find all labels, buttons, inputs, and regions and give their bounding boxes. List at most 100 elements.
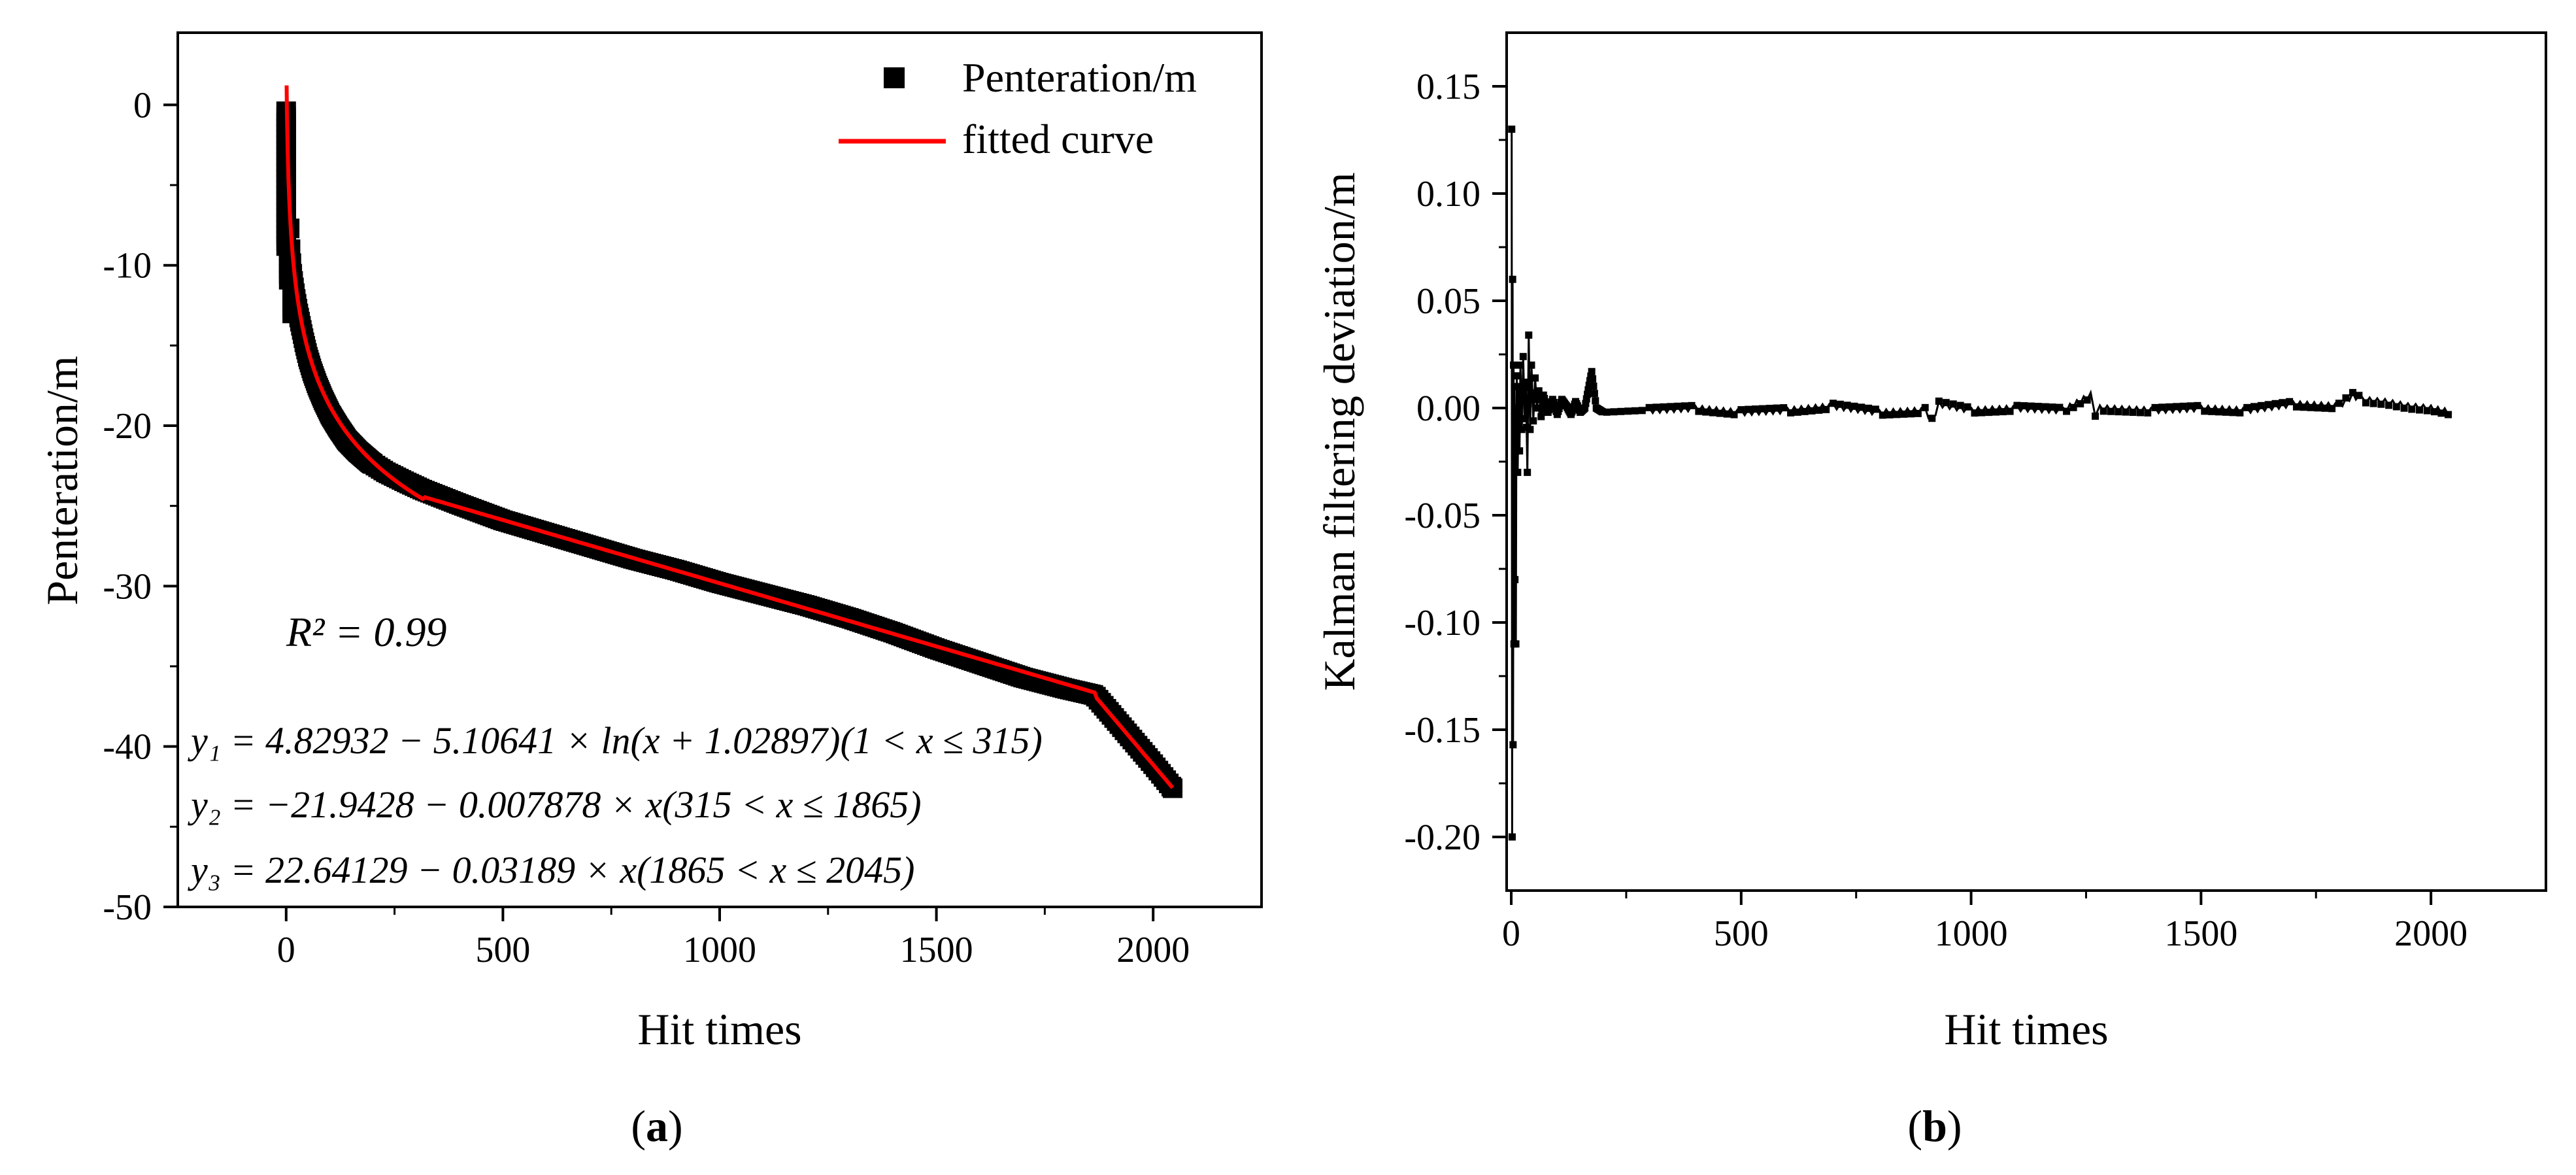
y-tick-label-b: -0.05 xyxy=(1404,496,1480,536)
deviation-point xyxy=(2215,408,2222,416)
deviation-point xyxy=(2099,407,2107,415)
deviation-point xyxy=(1520,415,1528,422)
deviation-point xyxy=(1645,403,1653,411)
deviation-point xyxy=(2034,403,2042,411)
deviation-point xyxy=(1592,397,1599,405)
deviation-point xyxy=(1598,408,1606,416)
x-tick-label-a: 0 xyxy=(277,930,295,970)
deviation-point xyxy=(2369,400,2377,407)
y-tick-label-a: -30 xyxy=(103,566,152,607)
deviation-point xyxy=(2172,403,2180,411)
deviation-point xyxy=(1865,404,1873,412)
deviation-point xyxy=(2194,401,2201,409)
y-tick-label-b: -0.15 xyxy=(1404,710,1480,751)
deviation-point xyxy=(1751,405,1759,413)
deviation-point xyxy=(1879,411,1886,419)
deviation-point xyxy=(1681,402,1688,410)
deviation-point xyxy=(2179,402,2187,410)
y-tick-label-a: -10 xyxy=(103,246,152,286)
deviation-point xyxy=(1745,405,1752,413)
deviation-point xyxy=(2416,406,2424,414)
deviation-point xyxy=(1992,408,1999,416)
y-tick-label-b: -0.20 xyxy=(1404,817,1480,858)
deviation-point xyxy=(1511,383,1518,390)
deviation-point xyxy=(2122,408,2130,416)
y-tick-label-b: 0.05 xyxy=(1416,281,1480,322)
deviation-point xyxy=(1956,401,1964,409)
legend-label-fitted: fitted curve xyxy=(962,116,1154,162)
deviation-point xyxy=(1730,411,1738,418)
deviation-point xyxy=(1518,426,1526,434)
deviation-point xyxy=(1667,403,1675,411)
caption-a: (a) xyxy=(631,1101,682,1151)
y-axis-title-a: Penteration/m xyxy=(37,356,87,605)
deviation-point xyxy=(1928,415,1936,422)
deviation-point xyxy=(2069,403,2077,411)
deviation-point xyxy=(1758,405,1766,413)
deviation-point xyxy=(2400,404,2408,412)
deviation-point xyxy=(2307,403,2315,411)
deviation-point xyxy=(1794,408,1801,416)
deviation-point xyxy=(2300,403,2307,411)
deviation-point xyxy=(1610,408,1618,416)
deviation-point xyxy=(1508,833,1516,841)
x-tick-label-a: 500 xyxy=(475,930,530,970)
deviation-point xyxy=(1510,361,1518,369)
equation-y2: y₂ = −21.9428 − 0.007878 × x(315 < x ≤ 1… xyxy=(188,783,922,826)
deviation-point xyxy=(2444,411,2452,418)
deviation-point xyxy=(1673,402,1681,410)
deviation-point xyxy=(1528,389,1536,397)
deviation-point xyxy=(2129,409,2137,417)
deviation-point xyxy=(1695,407,1703,415)
deviation-point xyxy=(1737,406,1745,414)
deviation-point xyxy=(2279,399,2286,407)
deviation-point xyxy=(1525,331,1533,339)
deviation-point xyxy=(2186,402,2194,410)
caption-b: (b) xyxy=(1907,1101,1962,1151)
deviation-point xyxy=(1780,404,1788,412)
deviation-point xyxy=(1531,374,1539,382)
deviation-point xyxy=(1935,398,1943,405)
deviation-point xyxy=(2408,405,2416,413)
deviation-point xyxy=(2355,392,2363,400)
deviation-point xyxy=(1524,400,1532,407)
deviation-point xyxy=(2286,398,2294,405)
deviation-point xyxy=(2243,403,2251,411)
deviation-point xyxy=(2377,400,2385,408)
deviation-point xyxy=(2028,402,2035,410)
y-tick-label-b: 0.15 xyxy=(1416,67,1480,107)
deviation-point xyxy=(1871,405,1879,413)
deviation-point xyxy=(2063,407,2071,415)
deviation-point xyxy=(1808,407,1816,415)
x-tick-label-b: 1500 xyxy=(2164,913,2237,954)
deviation-point xyxy=(1519,352,1527,360)
deviation-point xyxy=(1709,409,1717,417)
deviation-point xyxy=(1815,406,1823,414)
deviation-point xyxy=(2006,407,2014,415)
deviation-point xyxy=(2257,401,2265,409)
deviation-point xyxy=(2049,403,2056,411)
deviation-point xyxy=(2362,399,2369,407)
x-axis-title-a: Hit times xyxy=(637,1004,801,1054)
deviation-point xyxy=(2321,404,2329,412)
deviation-point xyxy=(1508,126,1516,133)
deviation-point xyxy=(1590,390,1598,398)
deviation-point xyxy=(1513,372,1520,380)
y-tick-label-b: 0.00 xyxy=(1416,388,1480,429)
deviation-point xyxy=(1526,426,1534,434)
x-tick-label-b: 0 xyxy=(1502,913,1520,954)
deviation-point xyxy=(1511,575,1519,583)
deviation-point xyxy=(1843,401,1851,409)
deviation-point xyxy=(2271,400,2279,407)
deviation-point xyxy=(2208,407,2216,415)
deviation-point xyxy=(1518,389,1526,397)
deviation-point xyxy=(1914,409,1922,417)
deviation-point xyxy=(2328,405,2336,413)
y-tick-label-a: -50 xyxy=(103,887,152,928)
plot-frame-a xyxy=(176,31,1263,908)
x-axis-title-b: Hit times xyxy=(1944,1004,2108,1054)
legend-marker-penetration xyxy=(884,67,905,88)
deviation-point xyxy=(1723,410,1731,418)
deviation-point xyxy=(1631,407,1639,415)
